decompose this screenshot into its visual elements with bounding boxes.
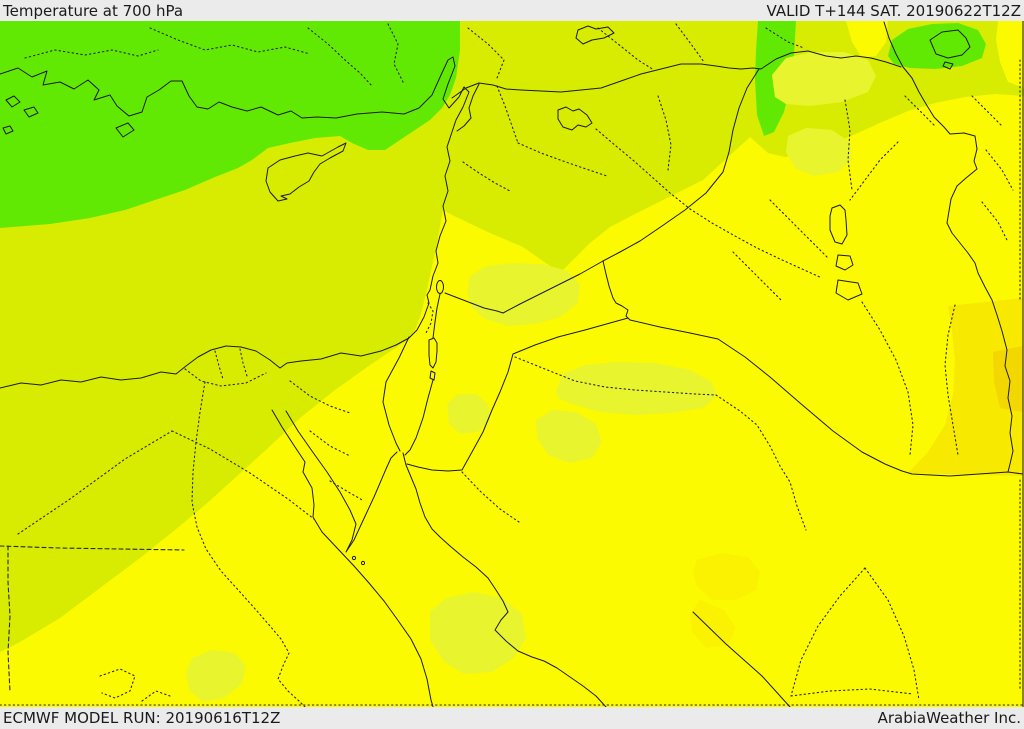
cyprus-coast	[265, 142, 347, 202]
aegean-islands	[5, 95, 21, 108]
footer-bar: ECMWF MODEL RUN: 20190616T12Z ArabiaWeat…	[0, 707, 1024, 729]
jordan-iraq-border	[602, 260, 631, 321]
sea-of-galilee	[436, 280, 444, 294]
iraq-saudi-border	[629, 319, 1024, 477]
jordan-saudi-border	[406, 317, 629, 472]
temp-region-yellow-green	[0, 21, 1024, 652]
mediterranean-coast	[0, 56, 470, 389]
gulf-of-suez-west-coast	[271, 409, 434, 707]
wadi-araba-border	[404, 379, 434, 456]
turkey-syria-iraq-border	[451, 50, 902, 99]
aqaba-saudi-coast	[402, 452, 607, 707]
turkish-lake	[575, 25, 615, 45]
temp-region-green	[0, 21, 460, 228]
valid-time-label: VALID T+144 SAT. 20190622T12Z	[766, 1, 1021, 20]
lake-assad	[557, 106, 593, 131]
lake-van	[929, 29, 971, 59]
coastlines	[0, 25, 971, 707]
branding-label: ArabiaWeather Inc.	[877, 709, 1021, 727]
country-borders	[382, 21, 1024, 707]
iran-border	[883, 21, 1014, 473]
sinai-coast	[285, 410, 398, 553]
temp-fill-regions	[0, 21, 1024, 702]
temperature-map-svg	[0, 21, 1024, 707]
dead-sea	[428, 337, 438, 369]
admin-borders	[0, 23, 1024, 707]
syria-iraq-border	[602, 68, 760, 262]
egypt-israel-border	[382, 336, 410, 452]
model-run-label: ECMWF MODEL RUN: 20190616T12Z	[3, 709, 281, 727]
header-bar: Temperature at 700 hPa VALID T+144 SAT. …	[0, 0, 1024, 21]
lake-tharthar	[829, 204, 848, 245]
nile-river-dotted	[191, 381, 306, 707]
jordan-syria-border	[444, 260, 604, 314]
map-container	[0, 21, 1024, 707]
jordan-river-border	[432, 293, 441, 339]
temp-region-gold	[908, 298, 1023, 476]
map-title: Temperature at 700 hPa	[3, 1, 184, 20]
